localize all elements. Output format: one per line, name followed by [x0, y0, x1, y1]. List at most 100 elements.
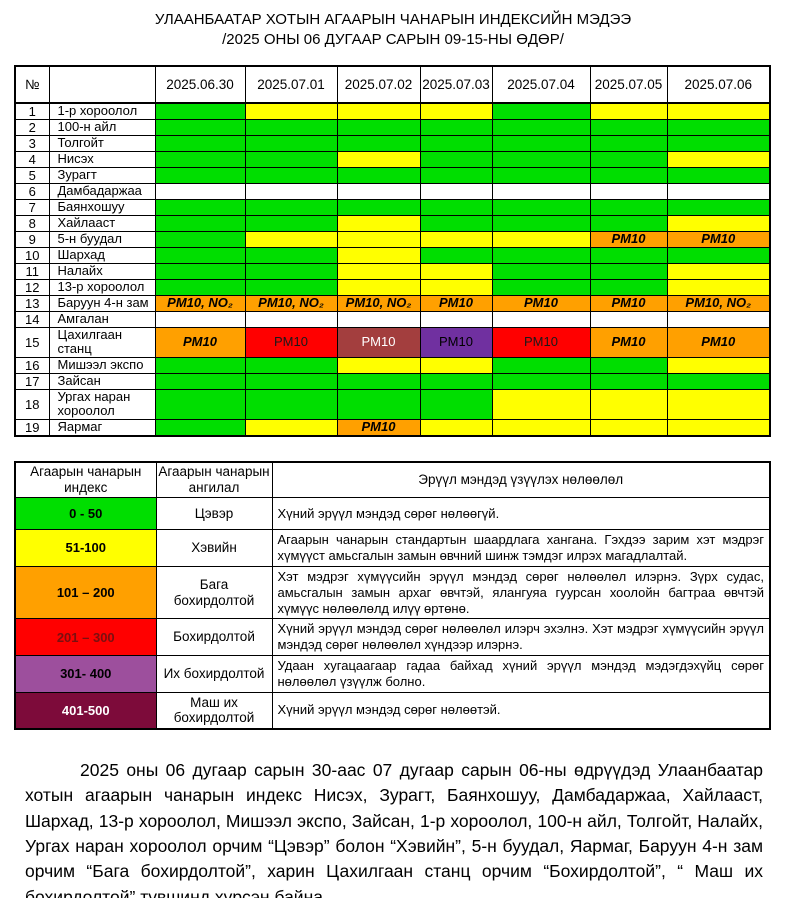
aqi-cell — [419, 278, 493, 296]
health-effect: Удаан хугацаагаар гадаа байхад хүний эрү… — [271, 655, 771, 693]
aqi-cell — [336, 214, 421, 232]
station-number: 13 — [14, 294, 50, 312]
aqi-cell — [491, 214, 591, 232]
index-range: 301- 400 — [14, 655, 157, 693]
aqi-cell — [589, 278, 668, 296]
aqi-cell — [336, 372, 421, 390]
station-number: 4 — [14, 150, 50, 168]
aqi-cell — [491, 388, 591, 420]
aqi-cell: PM10 — [419, 294, 493, 312]
aqi-cell — [244, 388, 338, 420]
aqi-cell — [666, 166, 771, 184]
date-column-header-0: 2025.06.30 — [154, 65, 246, 104]
station-name: Ургах наран хороолол — [48, 388, 156, 420]
aqi-cell — [244, 198, 338, 216]
aqi-cell — [336, 150, 421, 168]
aqi-cell — [666, 310, 771, 328]
station-number: 8 — [14, 214, 50, 232]
aqi-cell — [589, 262, 668, 280]
station-row: 16 Мишээл экспо — [14, 356, 771, 374]
aqi-cell — [419, 230, 493, 248]
aqi-cell — [419, 214, 493, 232]
station-name: Толгойт — [48, 134, 156, 152]
aqi-cell — [666, 278, 771, 296]
report-title: УЛААНБААТАР ХОТЫН АГААРЫН ЧАНАРЫН ИНДЕКС… — [0, 0, 786, 51]
aqi-cell — [491, 150, 591, 168]
aqi-cell — [589, 134, 668, 152]
health-effect: Хэт мэдрэг хүмүүсийн эрүүл мэндэд сөрөг … — [271, 565, 771, 620]
aqi-cell — [419, 372, 493, 390]
index-range: 401-500 — [14, 691, 157, 730]
aqi-cell — [336, 182, 421, 200]
aqi-cell — [589, 214, 668, 232]
category-label: Бага бохирдолтой — [155, 565, 273, 620]
aqi-cell — [154, 102, 246, 120]
aqi-cell — [419, 118, 493, 136]
aqi-cell: PM10 — [154, 326, 246, 358]
station-row: 4 Нисэх — [14, 150, 771, 168]
aqi-cell — [589, 182, 668, 200]
station-row: 18 Ургах наран хороолол — [14, 388, 771, 420]
station-name: Баруун 4-н зам — [48, 294, 156, 312]
aqi-header-row: № 2025.06.30 2025.07.01 2025.07.02 2025.07.0… — [14, 65, 771, 104]
aqi-cell — [244, 310, 338, 328]
aqi-cell — [244, 372, 338, 390]
legend-row: 101 – 200 Бага бохирдолтой Хэт мэдрэг хүмү… — [14, 565, 771, 620]
aqi-cell — [419, 262, 493, 280]
aqi-cell — [666, 102, 771, 120]
aqi-cell — [419, 182, 493, 200]
station-row: 15 Цахилгаан станц PM10 PM10 PM10 PM10 PM10 PM1… — [14, 326, 771, 358]
legend-row: 201 – 300 Бохирдолтой Хүний эрүүл мэндэд с… — [14, 618, 771, 657]
station-name: Цахилгаан станц — [48, 326, 156, 358]
aqi-cell — [491, 134, 591, 152]
aqi-cell: PM10 — [589, 294, 668, 312]
aqi-cell — [419, 134, 493, 152]
index-range: 51-100 — [14, 529, 157, 567]
aqi-cell — [419, 388, 493, 420]
aqi-cell — [244, 230, 338, 248]
aqi-cell — [244, 118, 338, 136]
aqi-cell — [336, 262, 421, 280]
aqi-cell: PM10 — [244, 326, 338, 358]
station-row: 13 Баруун 4-н зам PM10, NO₂ PM10, NO₂ PM10, … — [14, 294, 771, 312]
date-column-header-3: 2025.07.03 — [419, 65, 493, 104]
aqi-cell — [491, 418, 591, 437]
aqi-cell — [336, 102, 421, 120]
aqi-cell — [589, 372, 668, 390]
station-number: 19 — [14, 418, 50, 437]
aqi-cell — [666, 134, 771, 152]
date-column-header-5: 2025.07.05 — [589, 65, 668, 104]
station-name: Амгалан — [48, 310, 156, 328]
aqi-cell — [154, 182, 246, 200]
aqi-cell — [589, 418, 668, 437]
aqi-cell — [589, 246, 668, 264]
aqi-cell — [419, 198, 493, 216]
station-row: 7 Баянхошуу — [14, 198, 771, 216]
aqi-cell — [419, 418, 493, 437]
aqi-cell — [491, 310, 591, 328]
aqi-cell — [589, 310, 668, 328]
station-name: Дамбадаржаа — [48, 182, 156, 200]
date-column-header-6: 2025.07.06 — [666, 65, 771, 104]
legend-row: 401-500 Маш их бохирдолтой Хүний эрүүл мэн… — [14, 691, 771, 730]
aqi-cell — [589, 356, 668, 374]
aqi-cell — [244, 262, 338, 280]
station-row: 14 Амгалан — [14, 310, 771, 328]
aqi-cell: PM10, NO₂ — [666, 294, 771, 312]
aqi-cell — [244, 356, 338, 374]
aqi-cell — [154, 134, 246, 152]
station-row: 6 Дамбадаржаа — [14, 182, 771, 200]
aqi-cell — [336, 246, 421, 264]
aqi-cell — [154, 150, 246, 168]
station-row: 17 Зайсан — [14, 372, 771, 390]
aqi-cell — [154, 246, 246, 264]
aqi-cell — [491, 372, 591, 390]
aqi-cell — [491, 230, 591, 248]
aqi-cell: PM10 — [336, 326, 421, 358]
station-row: 5 Зурагт — [14, 166, 771, 184]
aqi-cell — [244, 278, 338, 296]
date-column-header-4: 2025.07.04 — [491, 65, 591, 104]
aqi-cell — [666, 388, 771, 420]
aqi-cell — [419, 166, 493, 184]
station-number: 17 — [14, 372, 50, 390]
